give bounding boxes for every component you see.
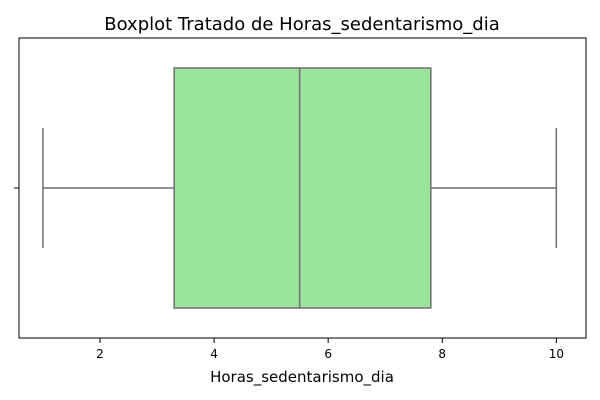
whiskers — [42, 128, 558, 248]
x-axis-label: Horas_sedentarismo_dia — [210, 368, 394, 387]
x-tick-label: 2 — [96, 347, 104, 361]
interquartile-box — [173, 67, 432, 309]
box — [173, 67, 432, 309]
x-tick-label: 4 — [210, 347, 218, 361]
x-axis-ticks: 2 4 6 8 10 — [96, 338, 564, 361]
x-tick-label: 6 — [324, 347, 332, 361]
x-tick-label: 10 — [549, 347, 564, 361]
x-tick-label: 8 — [438, 347, 446, 361]
chart-title: Boxplot Tratado de Horas_sedentarismo_di… — [104, 14, 500, 35]
